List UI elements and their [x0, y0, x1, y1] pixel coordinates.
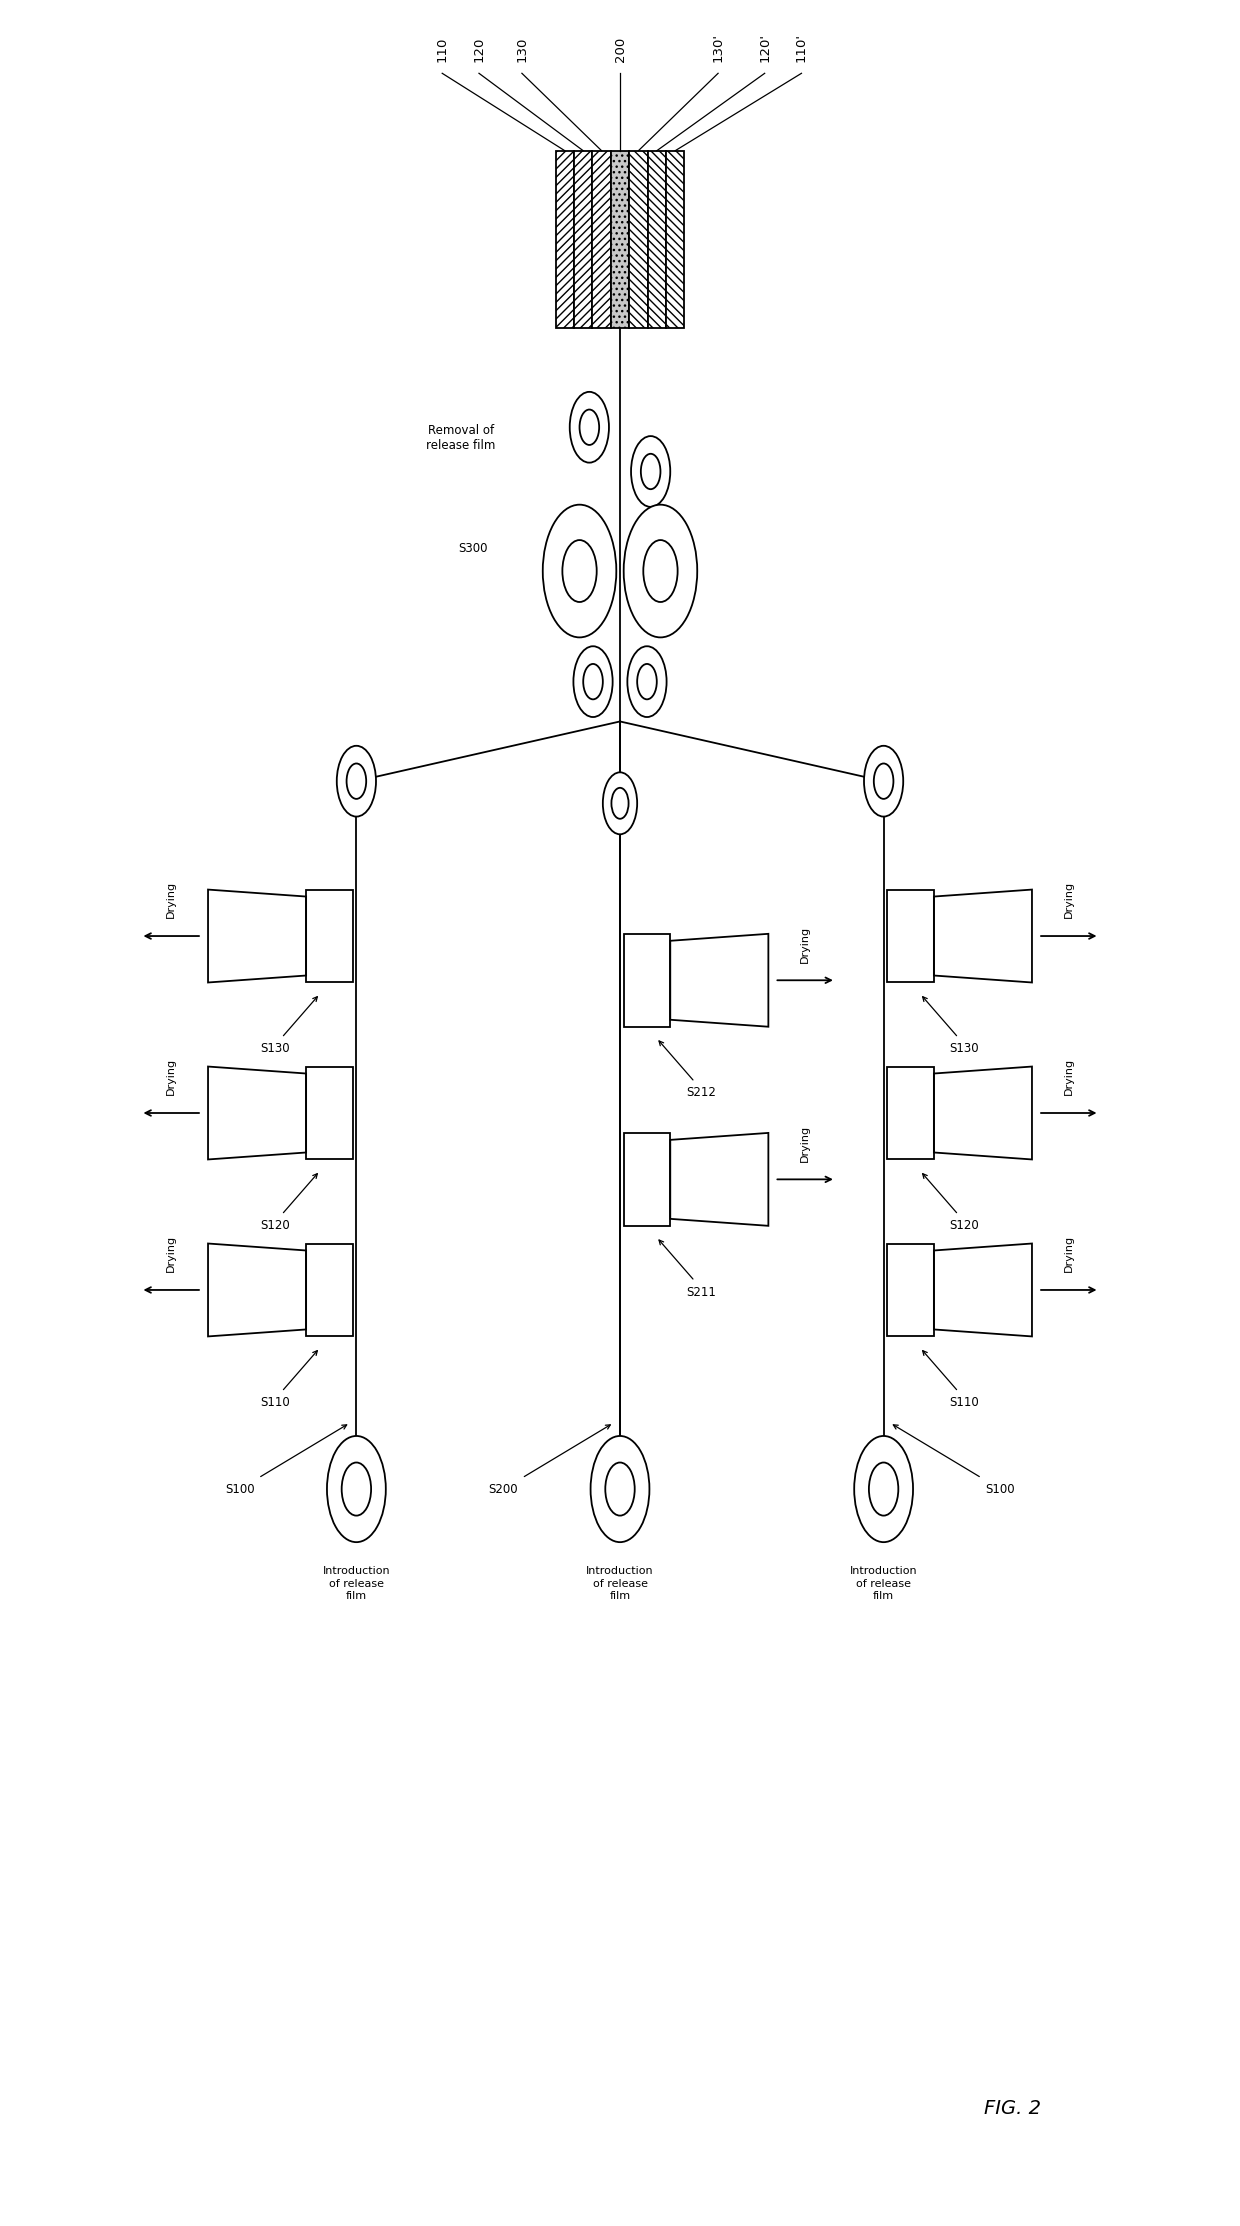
- Bar: [666, 151, 684, 327]
- Circle shape: [579, 410, 599, 445]
- Circle shape: [637, 663, 657, 699]
- Bar: [624, 1133, 671, 1227]
- Bar: [593, 151, 611, 327]
- Text: Introduction
of release
film: Introduction of release film: [587, 1567, 653, 1600]
- Bar: [306, 890, 352, 982]
- Circle shape: [337, 746, 376, 817]
- Bar: [624, 935, 671, 1026]
- Circle shape: [342, 1462, 371, 1516]
- Circle shape: [641, 454, 661, 490]
- Bar: [556, 151, 574, 327]
- Circle shape: [569, 392, 609, 463]
- Bar: [647, 151, 666, 327]
- Bar: [888, 1244, 934, 1336]
- Text: S130: S130: [260, 1042, 290, 1055]
- Text: S300: S300: [458, 543, 487, 556]
- Circle shape: [346, 764, 366, 799]
- Circle shape: [631, 436, 671, 508]
- Text: Drying: Drying: [800, 1124, 810, 1162]
- Circle shape: [864, 746, 903, 817]
- Circle shape: [644, 541, 677, 601]
- Text: 120: 120: [472, 38, 486, 62]
- Text: 130: 130: [516, 38, 528, 62]
- Text: FIG. 2: FIG. 2: [983, 2099, 1040, 2117]
- Text: S100: S100: [986, 1483, 1014, 1496]
- Text: S110: S110: [950, 1396, 980, 1409]
- Circle shape: [583, 663, 603, 699]
- Text: Drying: Drying: [800, 926, 810, 962]
- Circle shape: [854, 1436, 913, 1543]
- Text: 110: 110: [435, 38, 449, 62]
- Circle shape: [869, 1462, 898, 1516]
- Text: S110: S110: [260, 1396, 290, 1409]
- Circle shape: [327, 1436, 386, 1543]
- Text: S130: S130: [950, 1042, 980, 1055]
- Text: 120': 120': [758, 33, 771, 62]
- Text: Introduction
of release
film: Introduction of release film: [849, 1567, 918, 1600]
- Text: Drying: Drying: [166, 1235, 176, 1273]
- Bar: [888, 1066, 934, 1160]
- Circle shape: [590, 1436, 650, 1543]
- Text: Drying: Drying: [1064, 1235, 1074, 1273]
- Text: S211: S211: [686, 1287, 715, 1298]
- Text: S100: S100: [226, 1483, 254, 1496]
- Circle shape: [874, 764, 894, 799]
- Text: S200: S200: [489, 1483, 518, 1496]
- Circle shape: [624, 505, 697, 637]
- Bar: [888, 890, 934, 982]
- Text: 130': 130': [712, 33, 724, 62]
- Text: Drying: Drying: [1064, 881, 1074, 919]
- Text: 200: 200: [614, 38, 626, 62]
- Text: S120: S120: [260, 1220, 290, 1233]
- Text: Drying: Drying: [166, 1057, 176, 1095]
- Circle shape: [627, 646, 667, 717]
- Text: 110': 110': [795, 33, 808, 62]
- Text: Removal of
release film: Removal of release film: [425, 425, 495, 452]
- Text: Drying: Drying: [1064, 1057, 1074, 1095]
- Text: S120: S120: [950, 1220, 980, 1233]
- Circle shape: [543, 505, 616, 637]
- Circle shape: [563, 541, 596, 601]
- Bar: [306, 1066, 352, 1160]
- Text: Drying: Drying: [166, 881, 176, 919]
- Circle shape: [611, 788, 629, 819]
- Circle shape: [573, 646, 613, 717]
- Bar: [306, 1244, 352, 1336]
- Text: S212: S212: [686, 1086, 715, 1100]
- Circle shape: [603, 772, 637, 835]
- Text: Introduction
of release
film: Introduction of release film: [322, 1567, 391, 1600]
- Bar: [574, 151, 593, 327]
- Bar: [629, 151, 647, 327]
- Circle shape: [605, 1462, 635, 1516]
- Bar: [611, 151, 629, 327]
